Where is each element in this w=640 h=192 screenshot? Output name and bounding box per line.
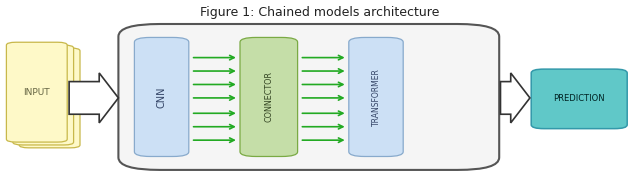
Text: Figure 1: Chained models architecture: Figure 1: Chained models architecture [200,6,440,19]
FancyBboxPatch shape [134,37,189,156]
Polygon shape [69,73,118,123]
FancyBboxPatch shape [349,37,403,156]
Text: CNN: CNN [157,86,166,108]
Text: INPUT: INPUT [24,88,50,97]
Text: TRANSFORMER: TRANSFORMER [371,68,381,126]
FancyBboxPatch shape [13,45,74,145]
FancyBboxPatch shape [240,37,298,156]
Text: CONNECTOR: CONNECTOR [264,71,273,122]
FancyBboxPatch shape [6,42,67,142]
FancyBboxPatch shape [531,69,627,129]
Polygon shape [500,73,530,123]
FancyBboxPatch shape [118,24,499,170]
FancyBboxPatch shape [19,48,80,148]
Text: PREDICTION: PREDICTION [554,94,605,103]
